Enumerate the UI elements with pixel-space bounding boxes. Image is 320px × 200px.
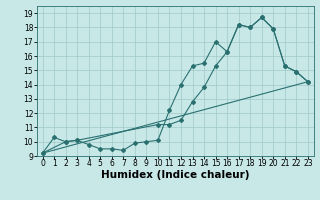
X-axis label: Humidex (Indice chaleur): Humidex (Indice chaleur) (101, 170, 250, 180)
